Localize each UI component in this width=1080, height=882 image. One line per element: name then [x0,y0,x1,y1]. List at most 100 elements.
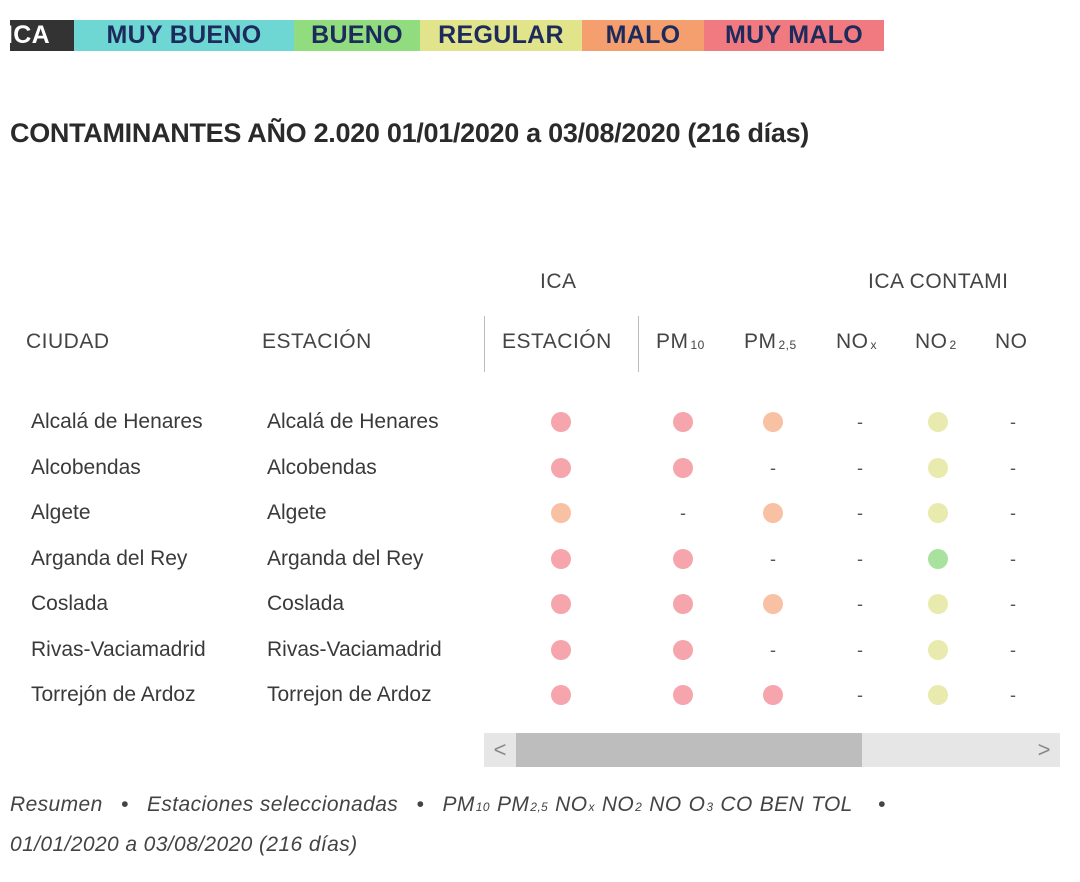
status-dot-ica [551,412,571,432]
column-header-pm25[interactable]: PM 2,5 [744,330,797,354]
column-header-pm10[interactable]: PM 10 [656,330,705,354]
column-header-ica-estacion[interactable]: ESTACIÓN [502,330,612,353]
legend-bueno: BUENO [294,20,420,51]
scroll-right-button[interactable]: > [1037,737,1051,762]
footer-pollutants: PM10 PM2,5 NOx NO2 NO O3 CO BEN TOL [442,793,859,816]
status-dot-no2 [928,548,948,569]
footer-pollutant: NO [649,793,681,816]
footer-pollutant: BEN [760,793,804,816]
cell-pm25-empty: - [770,548,776,569]
table-row[interactable]: Algete Algete - - - [0,490,1080,536]
status-dot-ica [551,639,571,660]
footer-pollutant: PM2,5 [497,793,548,816]
cell-estacion: Coslada [267,592,345,615]
status-dot-ica [551,548,571,569]
table-row[interactable]: Torrejón de Ardoz Torrejon de Ardoz - - [0,672,1080,718]
column-header-nox[interactable]: NO x [836,330,877,354]
cell-pm25-empty: - [770,457,776,478]
column-header-no2[interactable]: NO 2 [915,330,957,354]
pollutant-subscript: 3 [706,800,714,814]
status-dot-pm25 [763,412,783,432]
column-header-estacion[interactable]: ESTACIÓN [262,330,372,353]
pm10-subscript: 10 [690,338,705,352]
cell-estacion: Algete [267,501,327,524]
scrollbar-thumb[interactable] [516,733,862,767]
cell-nox-empty: - [857,503,863,523]
cell-ciudad: Coslada [31,592,109,615]
no2-label: NO [915,330,948,353]
summary-footer: Resumen • Estaciones seleccionadas • PM1… [10,786,1070,863]
cell-ciudad: Rivas-Vaciamadrid [31,637,206,661]
status-dot-pm10 [673,412,693,432]
status-dot-pm25 [763,503,783,523]
footer-pollutant: CO [720,793,752,816]
status-dot-pm10 [673,457,693,478]
cell-no-empty: - [1010,503,1016,523]
cell-estacion: Alcobendas [267,455,377,479]
status-dot-pm25 [763,685,783,705]
pm10-label: PM [656,330,689,353]
no2-subscript: 2 [949,338,957,352]
cell-ciudad: Algete [31,501,91,524]
status-dot-ica [551,594,571,614]
column-header-no[interactable]: NO [995,330,1028,353]
footer-resumen: Resumen [10,793,103,816]
status-dot-no2 [928,685,948,705]
footer-pollutant: NOx [555,793,595,816]
cell-no-empty: - [1010,594,1016,614]
pollutant-subscript: x [588,800,595,814]
pollutant-subscript: 2,5 [530,800,549,814]
cell-ciudad: Torrejón de Ardoz [31,683,196,706]
footer-pollutant: PM10 [442,793,489,816]
pollutant-base: BEN [759,793,805,816]
cell-no-empty: - [1010,639,1016,660]
status-dot-ica [551,457,571,478]
cell-estacion: Alcalá de Henares [267,410,439,433]
footer-pollutant: NO2 [602,793,642,816]
table-row[interactable]: Rivas-Vaciamadrid Rivas-Vaciamadrid - - - [0,627,1080,673]
footer-separator: • [120,793,129,816]
cell-no-empty: - [1010,685,1016,705]
cell-estacion: Rivas-Vaciamadrid [267,637,442,661]
footer-pollutant: TOL [811,793,853,816]
status-dot-ica [551,685,571,705]
table-row[interactable]: Arganda del Rey Arganda del Rey - - - [0,536,1080,582]
cell-ciudad: Alcalá de Henares [31,410,203,433]
pollutant-base: O [688,793,706,816]
cell-no-empty: - [1010,457,1016,478]
footer-separator: • [878,793,886,816]
column-header-ciudad[interactable]: CIUDAD [26,330,110,353]
pollutant-base: PM [442,793,475,816]
cell-estacion: Torrejon de Ardoz [267,683,432,706]
page-title: CONTAMINANTES AÑO 2.020 01/01/2020 a 03/… [10,118,809,148]
cell-no-empty: - [1010,548,1016,569]
table-row[interactable]: Coslada Coslada - - [0,581,1080,627]
status-dot-pm10 [673,685,693,705]
status-dot-no2 [928,594,948,614]
pollutant-subscript: 10 [475,800,490,814]
pollutant-base: NO [649,793,682,816]
cell-ciudad: Alcobendas [31,455,141,479]
horizontal-scrollbar[interactable]: < > [484,733,1060,767]
cell-pm10-empty: - [680,503,686,523]
pollutant-subscript: 2 [635,800,643,814]
cell-nox-empty: - [857,412,863,432]
scroll-left-button[interactable]: < [493,737,507,762]
nox-subscript: x [870,338,877,352]
cell-nox-empty: - [857,594,863,614]
table-row[interactable]: Alcobendas Alcobendas - - - [0,445,1080,491]
legend-regular: REGULAR [420,20,582,51]
status-dot-pm10 [673,639,693,660]
column-divider [638,316,639,372]
ica-legend: ICA MUY BUENO BUENO REGULAR MALO MUY MAL… [10,20,884,51]
cell-ciudad: Arganda del Rey [31,546,188,570]
cell-nox-empty: - [857,548,863,569]
table-row[interactable]: Alcalá de Henares Alcalá de Henares - - [0,399,1080,445]
group-header-ica: ICA [540,270,577,293]
footer-estaciones: Estaciones seleccionadas [146,793,399,816]
footer-pollutant: O3 [689,793,714,816]
cell-nox-empty: - [857,685,863,705]
pollutant-base: PM [496,793,530,816]
legend-ica: ICA [10,20,74,51]
footer-separator: • [416,793,425,816]
